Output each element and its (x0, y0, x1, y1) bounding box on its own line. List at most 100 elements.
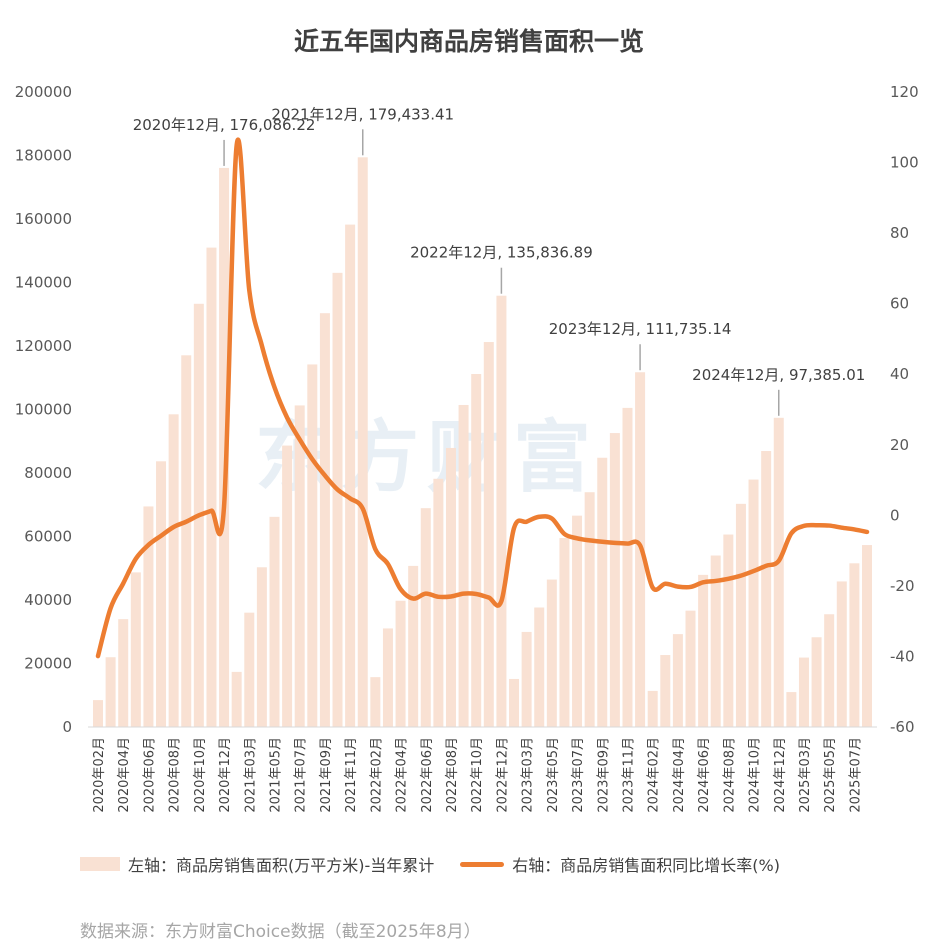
x-axis-tick: 2025年05月 (823, 737, 838, 813)
bar (798, 657, 809, 727)
annotation-label: 2024年12月, 97,385.01 (692, 366, 865, 384)
legend-item-bar[interactable]: 左轴：商品房销售面积(万平方米)-当年累计 (80, 852, 434, 876)
x-axis-tick: 2023年03月 (521, 737, 536, 813)
bar (496, 295, 507, 727)
legend-swatch-line (460, 861, 505, 867)
x-axis-tick: 2022年12月 (495, 737, 510, 813)
bar (509, 678, 520, 727)
bar (244, 612, 255, 727)
right-axis-tick: 40 (890, 365, 909, 383)
bar (168, 414, 179, 727)
bar (672, 634, 683, 727)
x-axis-tick: 2023年09月 (596, 737, 611, 813)
x-axis-tick: 2020年08月 (168, 737, 183, 813)
bar (748, 479, 759, 727)
bar (294, 405, 305, 727)
bar (698, 574, 709, 727)
legend: 左轴：商品房销售面积(万平方米)-当年累计 右轴：商品房销售面积同比增长率(%) (80, 852, 780, 876)
legend-item-line[interactable]: 右轴：商品房销售面积同比增长率(%) (460, 852, 780, 876)
bar (773, 417, 784, 727)
bar (559, 538, 570, 727)
left-axis-tick: 20000 (24, 655, 72, 673)
left-axis-tick: 60000 (24, 528, 72, 546)
bar (307, 364, 318, 727)
bar (269, 516, 280, 727)
x-axis-tick: 2024年12月 (773, 737, 788, 813)
left-axis-tick: 120000 (15, 337, 72, 355)
bar (219, 167, 230, 727)
right-axis-tick: 60 (890, 295, 909, 313)
bar (546, 579, 557, 727)
bar (256, 567, 267, 727)
left-axis-tick: 140000 (15, 274, 72, 292)
x-axis-tick: 2022年02月 (369, 737, 384, 813)
annotation-label: 2021年12月, 179,433.41 (271, 105, 454, 123)
bar (824, 614, 835, 727)
bar (433, 478, 444, 727)
x-axis-tick: 2023年07月 (571, 737, 586, 813)
bar (370, 677, 381, 727)
bar (382, 628, 393, 727)
chart-title: 近五年国内商品房销售面积一览 (293, 27, 644, 56)
right-axis-tick: -60 (890, 718, 915, 736)
x-axis-tick: 2021年07月 (294, 737, 309, 813)
right-axis-tick: 100 (890, 154, 919, 172)
annotation-label: 2023年12月, 111,735.14 (549, 320, 732, 338)
x-axis-tick: 2021年11月 (344, 737, 359, 813)
bar (584, 492, 595, 727)
bar (345, 224, 356, 727)
x-axis-tick: 2022年06月 (420, 737, 435, 813)
bar (181, 355, 192, 727)
bar (420, 508, 431, 727)
bar (849, 563, 860, 727)
right-axis-tick: 20 (890, 436, 909, 454)
bar (282, 445, 293, 727)
left-axis-tick: 0 (62, 718, 72, 736)
x-axis-tick: 2022年08月 (445, 737, 460, 813)
bar (483, 342, 494, 727)
bar (685, 610, 696, 727)
bar (143, 506, 154, 727)
x-axis-tick: 2024年10月 (748, 737, 763, 813)
x-axis-tick: 2022年04月 (395, 737, 410, 813)
right-axis-tick: 80 (890, 224, 909, 242)
bar (471, 374, 482, 727)
bar (597, 457, 608, 727)
right-axis-tick: -20 (890, 577, 915, 595)
x-axis-tick: 2020年10月 (193, 737, 208, 813)
x-axis-tick: 2025年07月 (848, 737, 863, 813)
bar (206, 247, 217, 727)
bar (332, 272, 343, 727)
bar (723, 534, 734, 727)
x-axis-tick: 2022年10月 (470, 737, 485, 813)
bar (118, 619, 129, 727)
bar (156, 461, 167, 727)
annotation-label: 2020年12月, 176,086.22 (133, 116, 316, 134)
bar (521, 631, 532, 727)
right-axis-tick: 120 (890, 83, 919, 101)
bar (735, 503, 746, 727)
annotation-label: 2022年12月, 135,836.89 (410, 244, 593, 262)
bar (395, 600, 406, 727)
x-axis-tick: 2023年11月 (621, 737, 636, 813)
bar (660, 655, 671, 727)
bar (786, 692, 797, 727)
legend-label-line: 右轴：商品房销售面积同比增长率(%) (512, 856, 780, 875)
x-axis-tick: 2020年06月 (142, 737, 157, 813)
left-axis-tick: 100000 (15, 401, 72, 419)
bar (445, 447, 456, 727)
bar (761, 451, 772, 727)
bar (862, 545, 872, 727)
right-axis-tick: 0 (890, 506, 900, 524)
bar (130, 572, 141, 727)
bar (534, 607, 545, 727)
yoy-growth-line (95, 137, 870, 659)
bar (319, 313, 330, 727)
x-axis-tick: 2020年02月 (92, 737, 107, 813)
x-axis-tick: 2021年09月 (319, 737, 334, 813)
x-axis-tick: 2024年04月 (672, 737, 687, 813)
bar (572, 515, 583, 727)
bar (710, 555, 721, 727)
bar (836, 581, 847, 727)
